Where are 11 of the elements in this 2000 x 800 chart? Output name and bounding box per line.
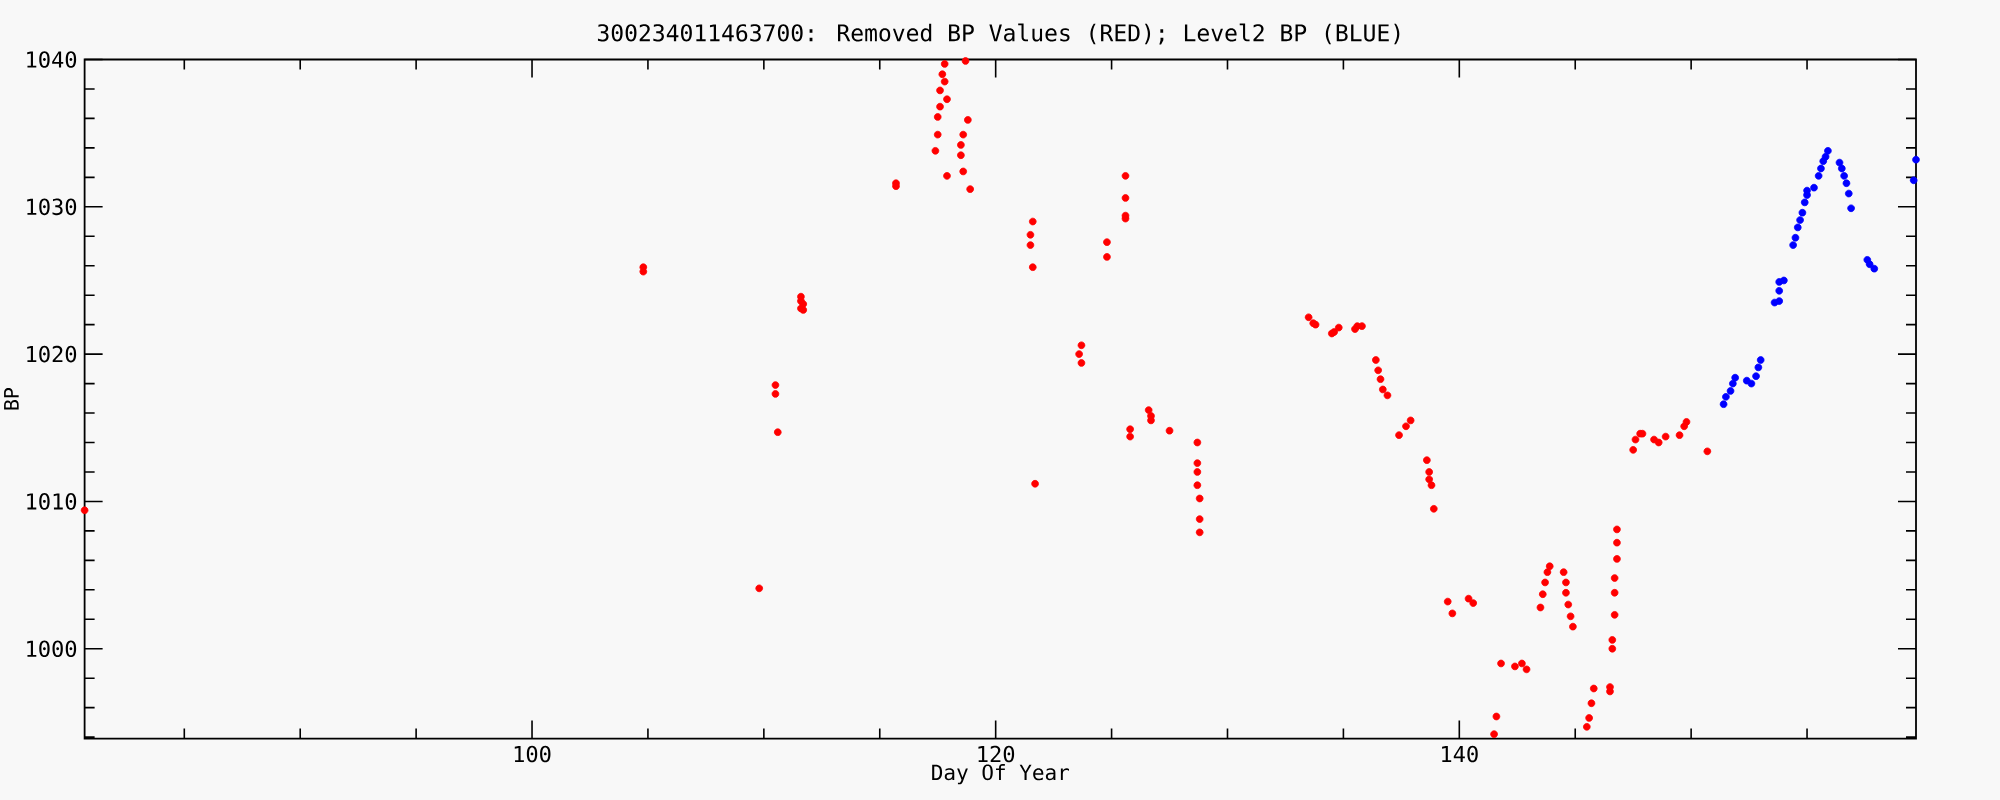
y-tick-label: 1020 [27, 345, 77, 363]
x-tick-label: 100 [514, 745, 551, 763]
y-tick-label: 1040 [27, 51, 77, 68]
y-tick-label: 1000 [27, 640, 77, 658]
chart-title: 300234011463700: Removed BP Values (RED); Level2 BP (BLUE) [597, 23, 1400, 45]
x-axis-title: Day Of Year [932, 764, 1070, 785]
y-tick-label: 1030 [27, 198, 77, 216]
x-tick-label: 120 [978, 745, 1015, 763]
y-axis-title: BP [4, 387, 19, 410]
y-tick-label: 1010 [27, 493, 77, 510]
x-tick-label: 140 [1442, 745, 1478, 763]
